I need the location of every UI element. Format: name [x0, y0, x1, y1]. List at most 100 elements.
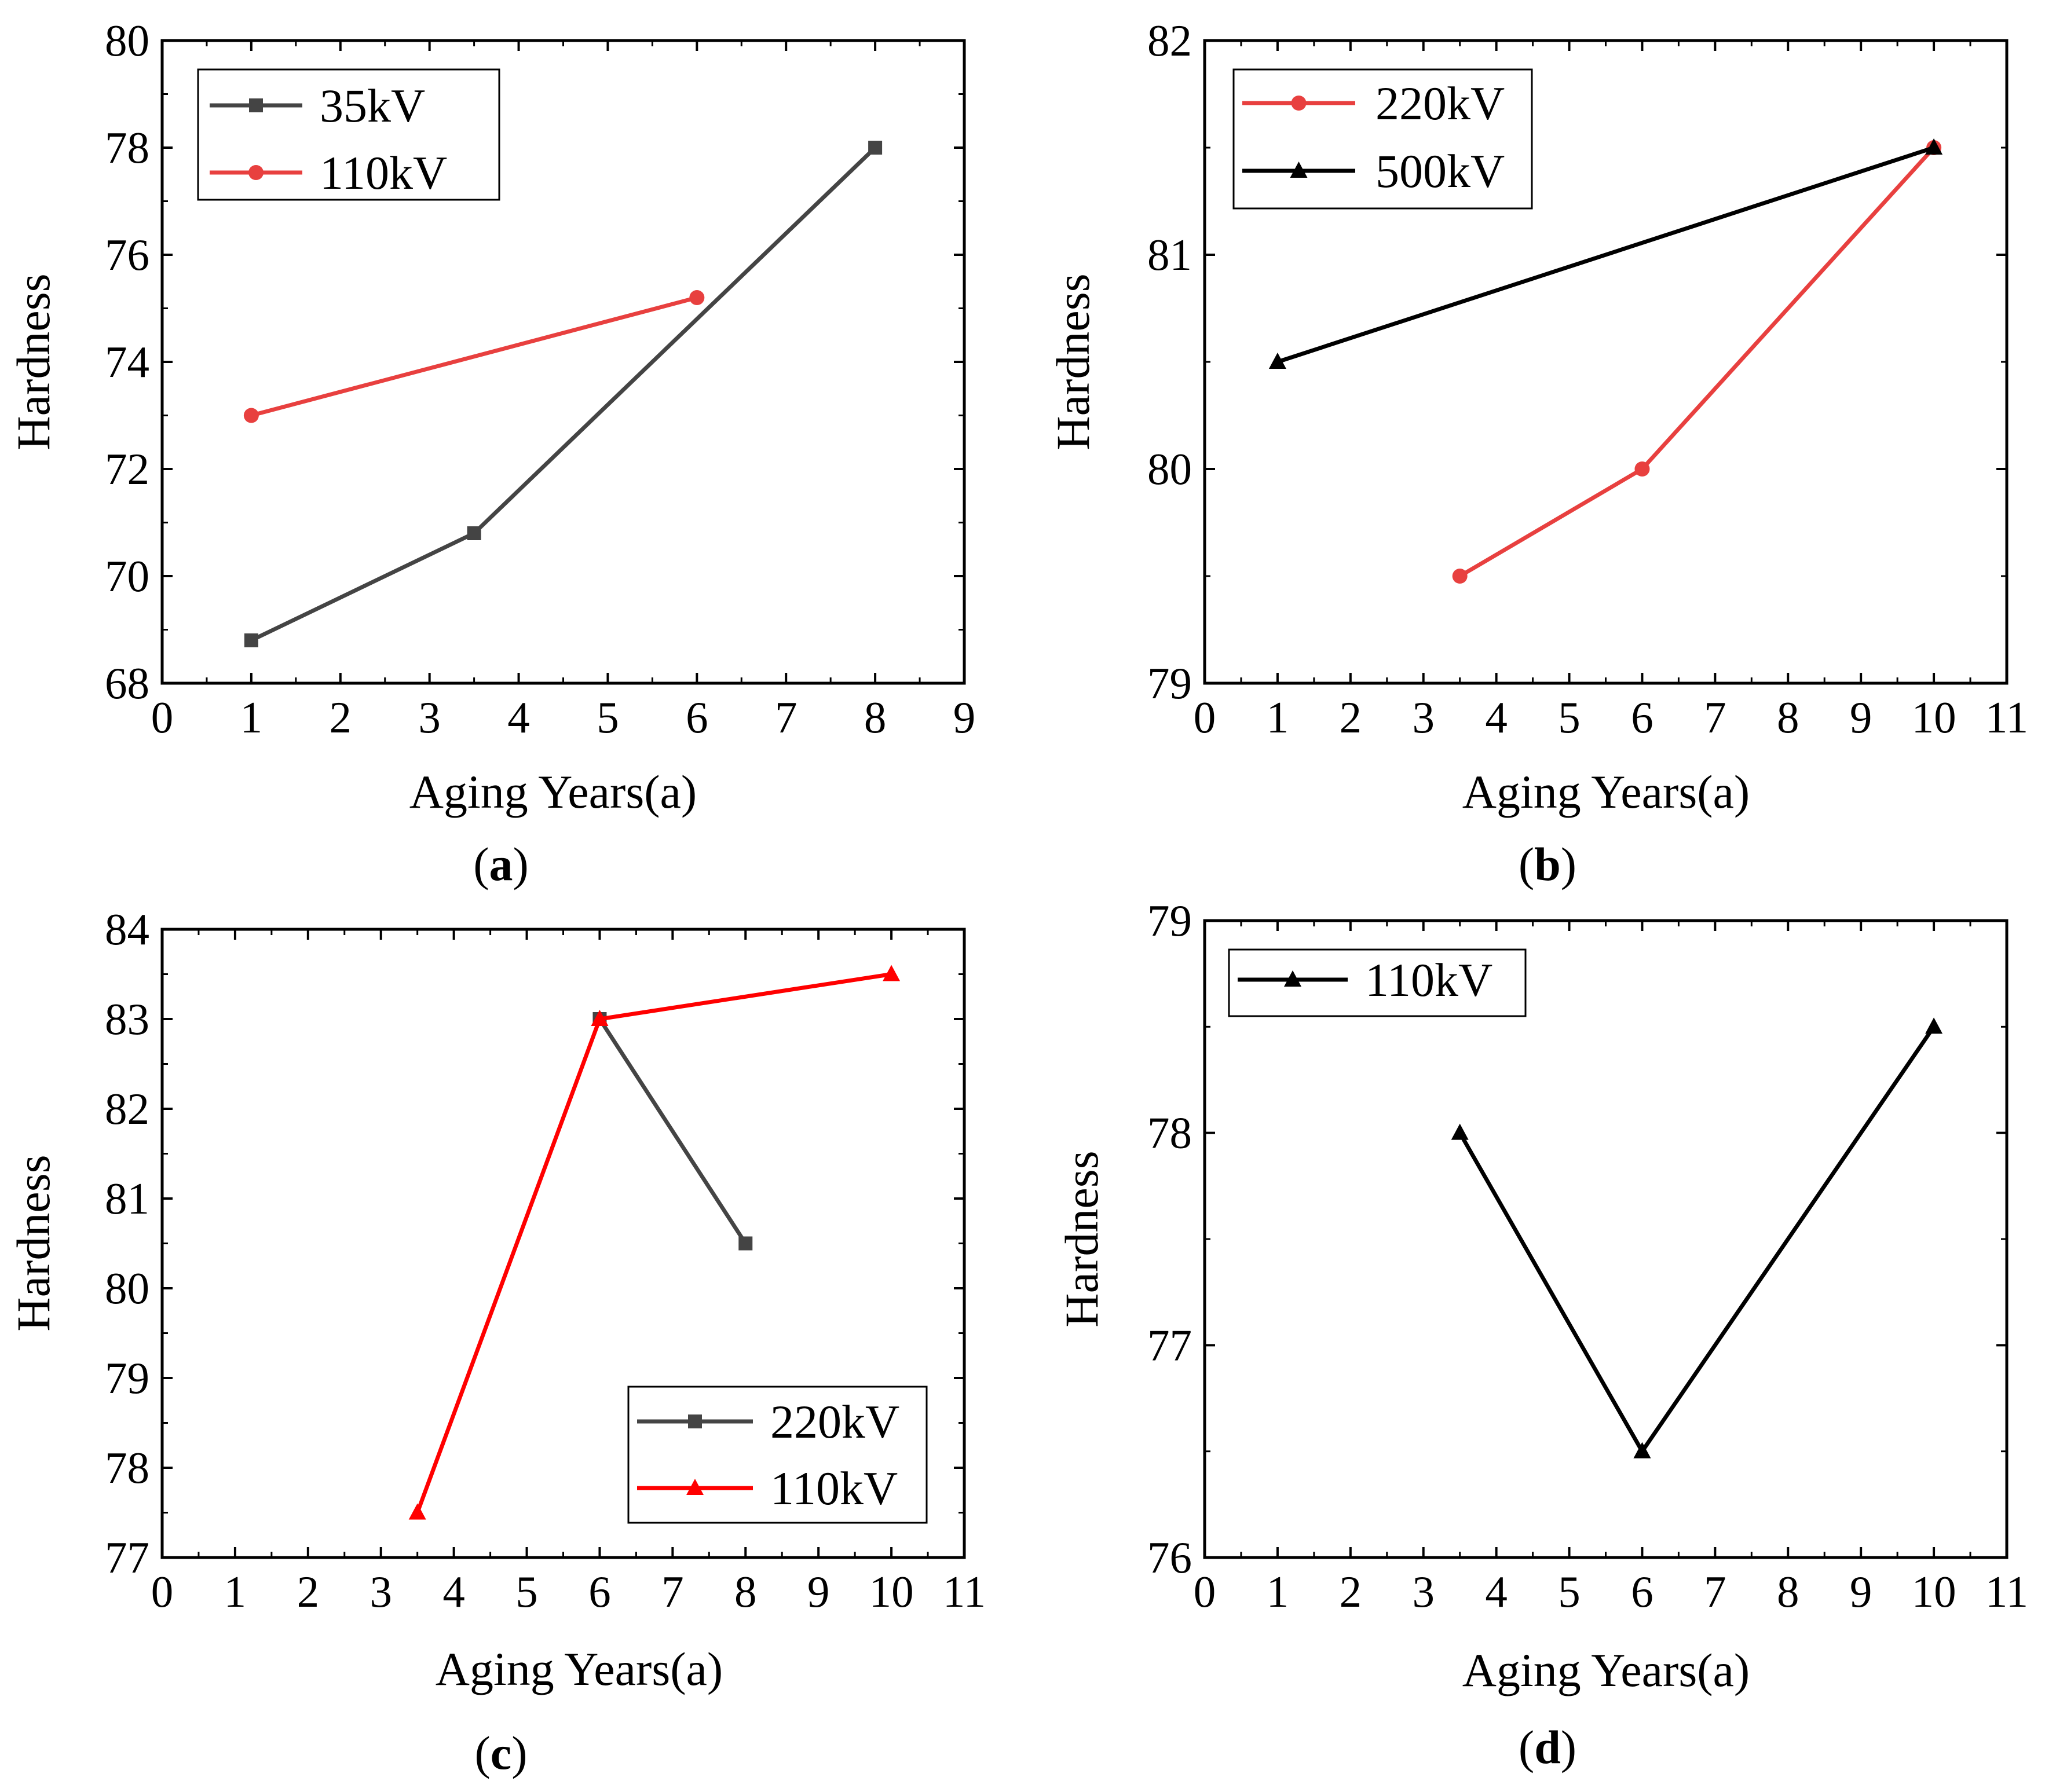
chart-panel-b: 0 1 2 3 4 5 6 7 8 9 10 11 79 80 81 82 Aging Years(a) Hard… [1047, 16, 2028, 890]
x-tick-label: 2 [330, 692, 352, 742]
series-line-110kV [1458, 1025, 1936, 1456]
y-axis-title: Hardness [1055, 1150, 1108, 1327]
legend-marker [688, 1414, 702, 1428]
data-point-35kV [868, 141, 883, 155]
y-tick-label: 82 [105, 1084, 149, 1134]
data-point-35kV [467, 526, 481, 540]
x-tick-label: 3 [370, 1567, 392, 1617]
legend: 35kV 110kV [197, 68, 500, 201]
data-point-110kV [591, 1010, 609, 1026]
panel-caption: (c) [474, 1727, 527, 1779]
x-tick-label: 4 [507, 692, 530, 742]
y-tick-label: 72 [105, 444, 149, 494]
x-tick-label: 9 [1850, 692, 1872, 742]
x-axis-title: Aging Years(a) [1462, 765, 1750, 818]
x-tick-label: 10 [1912, 692, 1956, 742]
x-axis-title: Aging Years(a) [436, 1643, 723, 1695]
x-tick-label: 9 [807, 1567, 830, 1617]
data-point-110kV [1451, 1123, 1469, 1140]
y-tick-label: 74 [105, 337, 149, 387]
legend-label: 220kV [770, 1395, 899, 1448]
y-tick-label: 81 [1147, 230, 1192, 280]
x-tick-label: 1 [224, 1567, 247, 1617]
x-tick-label: 1 [1267, 692, 1289, 742]
panel-caption: (b) [1519, 838, 1576, 890]
y-tick-label: 80 [1147, 444, 1192, 494]
x-tick-label: 4 [442, 1567, 465, 1617]
y-tick-label: 77 [105, 1533, 149, 1582]
x-tick-label: 1 [1267, 1567, 1289, 1617]
legend-marker [1290, 162, 1308, 178]
legend-label: 35kV [320, 79, 425, 132]
y-tick-label: 79 [1147, 658, 1192, 708]
data-point-500kV [1268, 353, 1286, 369]
x-tick-label: 7 [1704, 1567, 1726, 1617]
y-tick-label: 76 [1147, 1533, 1192, 1582]
x-tick-label: 5 [515, 1567, 538, 1617]
x-tick-label: 3 [1412, 692, 1435, 742]
x-tick-label: 6 [588, 1567, 611, 1617]
y-tick-label: 79 [105, 1353, 149, 1403]
x-tick-label: 11 [1985, 1567, 2028, 1617]
y-tick-label: 77 [1147, 1320, 1192, 1370]
series-line-220kV [1458, 146, 1936, 578]
x-tick-label: 7 [661, 1567, 684, 1617]
x-tick-label: 4 [1485, 692, 1508, 742]
legend-label: 500kV [1375, 145, 1505, 197]
y-tick-label: 78 [1147, 1108, 1192, 1158]
x-tick-label: 6 [1631, 1567, 1653, 1617]
legend-marker [249, 98, 263, 112]
x-tick-label: 4 [1485, 1567, 1508, 1617]
data-point-110kV [243, 408, 259, 423]
panel-caption: (d) [1519, 1721, 1576, 1773]
x-tick-label: 6 [1631, 692, 1653, 742]
legend: 220kV 110kV [627, 1386, 928, 1524]
legend-label: 110kV [1365, 954, 1492, 1006]
legend-label: 110kV [770, 1462, 898, 1515]
x-axis-title: Aging Years(a) [1462, 1644, 1750, 1696]
legend-marker [686, 1479, 704, 1495]
x-tick-label: 3 [1412, 1567, 1435, 1617]
legend: 220kV 500kV [1232, 68, 1533, 210]
x-axis-title: Aging Years(a) [409, 765, 697, 818]
x-tick-label: 9 [953, 692, 976, 742]
y-tick-label: 82 [1147, 16, 1192, 65]
x-tick-label: 10 [1912, 1567, 1956, 1617]
data-point-110kV [408, 1503, 426, 1520]
data-point-35kV [244, 633, 258, 647]
y-tick-label: 84 [105, 904, 149, 954]
legend-box [197, 68, 500, 201]
legend-box [627, 1386, 928, 1524]
x-tick-label: 7 [1704, 692, 1726, 742]
y-tick-label: 80 [105, 16, 149, 65]
series-line-110kV [250, 295, 698, 417]
x-tick-label: 11 [943, 1567, 986, 1617]
data-point-110kV [1925, 1017, 1943, 1034]
legend-marker [248, 165, 264, 180]
x-tick-label: 1 [240, 692, 263, 742]
data-point-500kV [1925, 138, 1943, 155]
y-tick-label: 68 [105, 658, 149, 708]
y-tick-label: 79 [1147, 896, 1192, 946]
legend-label: 220kV [1375, 77, 1505, 130]
legend-label: 110kV [320, 146, 447, 199]
data-point-220kV [738, 1236, 753, 1251]
y-axis-title: Hardness [7, 1155, 60, 1331]
data-point-110kV [689, 290, 705, 305]
series-line-35kV [250, 146, 877, 643]
x-tick-label: 5 [597, 692, 619, 742]
x-tick-label: 0 [151, 692, 174, 742]
panel-caption: (a) [473, 838, 529, 890]
x-tick-label: 0 [151, 1567, 174, 1617]
x-tick-label: 8 [1777, 1567, 1799, 1617]
x-tick-label: 2 [1340, 692, 1362, 742]
x-tick-label: 8 [864, 692, 887, 742]
x-tick-label: 5 [1558, 1567, 1581, 1617]
y-tick-label: 81 [105, 1174, 149, 1223]
legend-box [1232, 68, 1533, 210]
x-tick-label: 3 [418, 692, 441, 742]
